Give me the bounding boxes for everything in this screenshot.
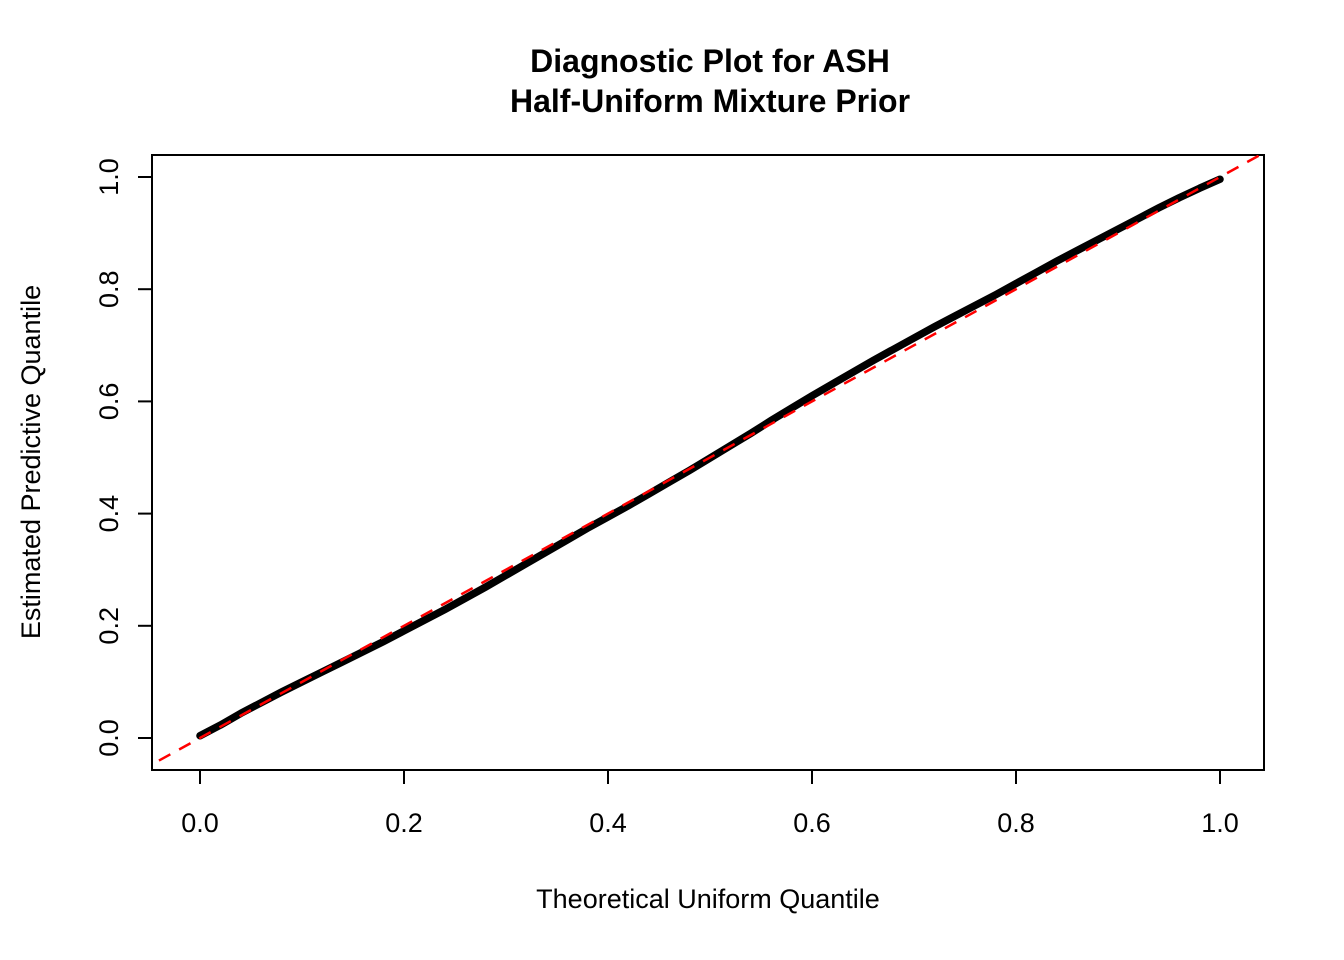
identity-reference-line xyxy=(152,155,1263,766)
y-tick-label: 0.0 xyxy=(94,719,124,757)
y-tick-label: 0.2 xyxy=(94,607,124,645)
x-tick-label: 0.2 xyxy=(385,808,423,838)
axis-ticks-layer: 0.0 0.2 0.4 0.6 0.8 1.0 0.0 0.2 0.4 0.6 0.8 1.0 xyxy=(94,158,1239,838)
x-tick-label: 0.4 xyxy=(589,808,627,838)
series-layer xyxy=(152,155,1263,766)
x-tick-label: 0.6 xyxy=(793,808,831,838)
x-axis-label: Theoretical Uniform Quantile xyxy=(536,884,880,914)
y-tick-label: 0.8 xyxy=(94,270,124,308)
chart-title-line2: Half-Uniform Mixture Prior xyxy=(510,83,910,119)
y-axis-label: Estimated Predictive Quantile xyxy=(16,285,46,639)
y-tick-label: 1.0 xyxy=(94,158,124,196)
x-tick-label: 1.0 xyxy=(1201,808,1239,838)
y-tick-label: 0.4 xyxy=(94,495,124,533)
chart-title-line1: Diagnostic Plot for ASH xyxy=(530,43,890,79)
plot-box xyxy=(151,154,1265,771)
x-tick-label: 0.8 xyxy=(997,808,1035,838)
y-tick-label: 0.6 xyxy=(94,383,124,421)
x-tick-label: 0.0 xyxy=(181,808,219,838)
